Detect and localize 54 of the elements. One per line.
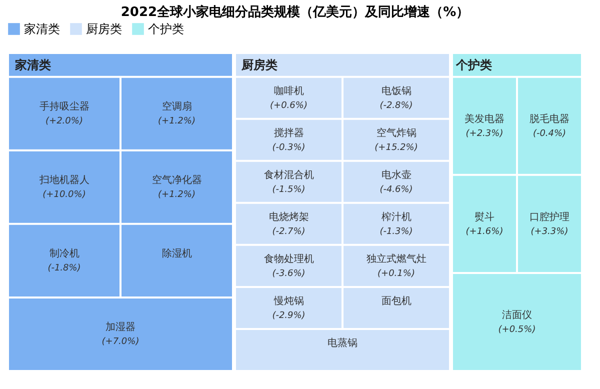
category-label: 电饭锅 [381, 84, 412, 97]
text: 2022全球小家电细分品类规模（亿美元）及同比增速（%） [120, 4, 470, 20]
legend-label: 家清类 [24, 22, 60, 36]
category-label: 手持吸尘器 [39, 100, 90, 113]
category-label: 脱毛电器 [530, 112, 570, 125]
category-label: 空调扇 [162, 100, 192, 113]
category-label: 美发电器 [464, 112, 504, 125]
category-label: 独立式燃气灶 [366, 252, 426, 265]
category-label: 电蒸锅 [328, 336, 358, 349]
data-label: (-4.6%) [380, 184, 413, 195]
data-label: (+0.1%) [378, 268, 415, 279]
category-label: 空气净化器 [152, 174, 202, 186]
text: 厨房类 [241, 58, 278, 72]
data-label: (+15.2%) [374, 142, 418, 153]
category-label: 制冷机 [49, 248, 80, 260]
data-label: (+10.0%) [42, 190, 86, 200]
category-label: 除湿机 [162, 248, 192, 260]
category-label: 电烧烤架 [268, 210, 309, 223]
text: 家清类 [14, 58, 51, 72]
data-label: (-2.7%) [272, 226, 306, 237]
category-label: 食材混合机 [264, 168, 314, 181]
legend-label: 厨房类 [86, 22, 122, 36]
category-label: 食物处理机 [264, 252, 314, 265]
data-label: (+7.0%) [102, 337, 140, 348]
data-label: (+1.2%) [158, 190, 196, 200]
data-label: (-0.4%) [532, 128, 566, 139]
category-label: 加湿器 [106, 321, 136, 334]
data-label: (+2.0%) [46, 116, 83, 127]
category-label: 熨斗 [474, 210, 494, 223]
data-label: (+0.5%) [498, 324, 536, 335]
data-label: (+2.3%) [466, 128, 504, 139]
data-label: (-2.8%) [380, 100, 413, 111]
category-label: 面包机 [381, 294, 412, 307]
data-label: (-1.8%) [48, 264, 81, 274]
text: 个护类 [456, 58, 492, 72]
data-label: (-1.3%) [380, 226, 413, 237]
category-label: 洁面仪 [502, 308, 532, 321]
data-label: (+1.2%) [158, 116, 196, 127]
category-label: 电水壶 [381, 168, 412, 181]
data-label: (+0.6%) [270, 100, 308, 111]
category-label: 慢炖锅 [272, 294, 304, 307]
legend-label: 个护类 [148, 22, 184, 36]
category-label: 榨汁机 [381, 210, 412, 223]
category-label: 搅拌器 [274, 126, 304, 139]
category-label: 咖啡机 [274, 84, 304, 97]
data-label: (-1.5%) [272, 184, 306, 195]
data-label: (+1.6%) [466, 226, 504, 237]
data-label: (-3.6%) [272, 268, 306, 279]
data-label: (-0.3%) [272, 142, 306, 153]
category-label: 扫地机器人 [38, 174, 90, 186]
category-label: 口腔护理 [530, 210, 570, 223]
data-label: (-2.9%) [272, 310, 306, 321]
data-label: (+3.3%) [530, 226, 568, 237]
category-label: 空气炸锅 [376, 126, 416, 139]
